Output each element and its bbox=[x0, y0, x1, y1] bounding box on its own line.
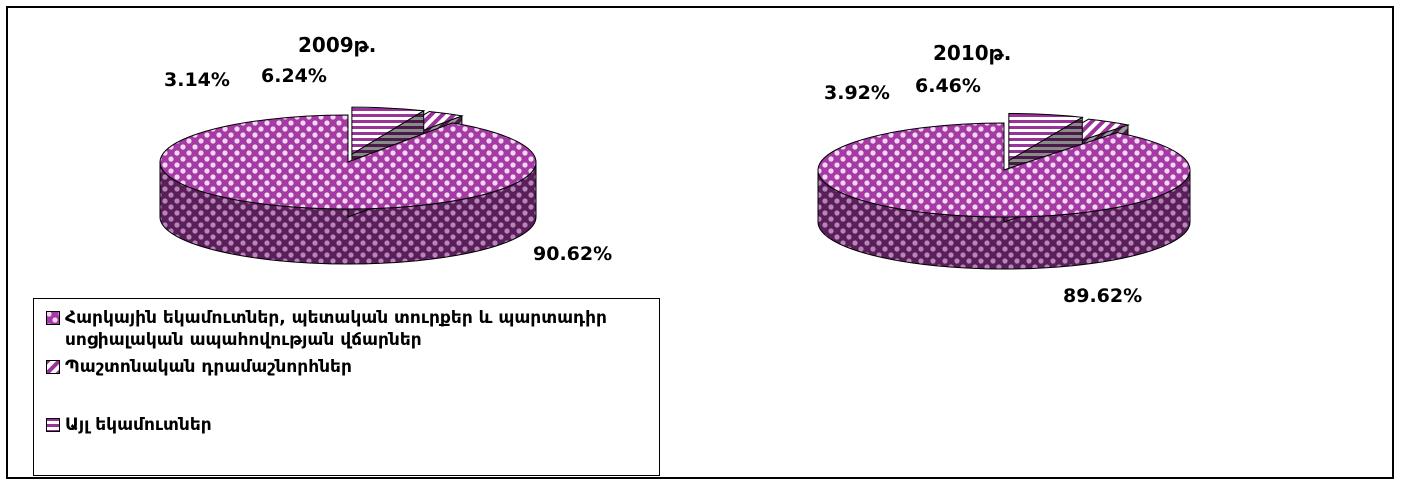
legend-item-other: Այլ եկամուտներ bbox=[46, 414, 645, 436]
chart-title-2009: 2009թ. bbox=[298, 33, 376, 57]
data-label-2009-other: 6.24% bbox=[261, 65, 327, 87]
legend-swatch-diagonal-icon bbox=[46, 360, 60, 374]
legend-label-grants: Պաշտոնական դրամաշնորհներ bbox=[65, 357, 352, 377]
data-label-2009-grants: 3.14% bbox=[164, 69, 230, 91]
pie-2010 bbox=[817, 112, 1191, 270]
legend-swatch-horizontal-icon bbox=[46, 418, 60, 432]
data-label-2010-taxes: 89.62% bbox=[1063, 285, 1142, 307]
pie-2009 bbox=[159, 106, 537, 265]
legend-item-grants: Պաշտոնական դրամաշնորհներ bbox=[46, 356, 645, 378]
pie-slice-2010-taxes bbox=[817, 122, 1191, 270]
legend-label-taxes: Հարկային եկամուտներ, պետական տուրքեր և պ… bbox=[65, 308, 607, 350]
legend: Հարկային եկամուտներ, պետական տուրքեր և պ… bbox=[33, 298, 660, 476]
legend-label-other: Այլ եկամուտներ bbox=[65, 415, 212, 435]
pie-slice-2009-taxes bbox=[159, 114, 537, 265]
data-label-2010-grants: 3.92% bbox=[824, 82, 890, 104]
data-label-2009-taxes: 90.62% bbox=[533, 243, 612, 265]
legend-swatch-dots-icon bbox=[46, 311, 60, 325]
legend-item-taxes: Հարկային եկամուտներ, պետական տուրքեր և պ… bbox=[46, 307, 645, 351]
chart-title-2010: 2010թ. bbox=[933, 41, 1011, 65]
data-label-2010-other: 6.46% bbox=[915, 75, 981, 97]
